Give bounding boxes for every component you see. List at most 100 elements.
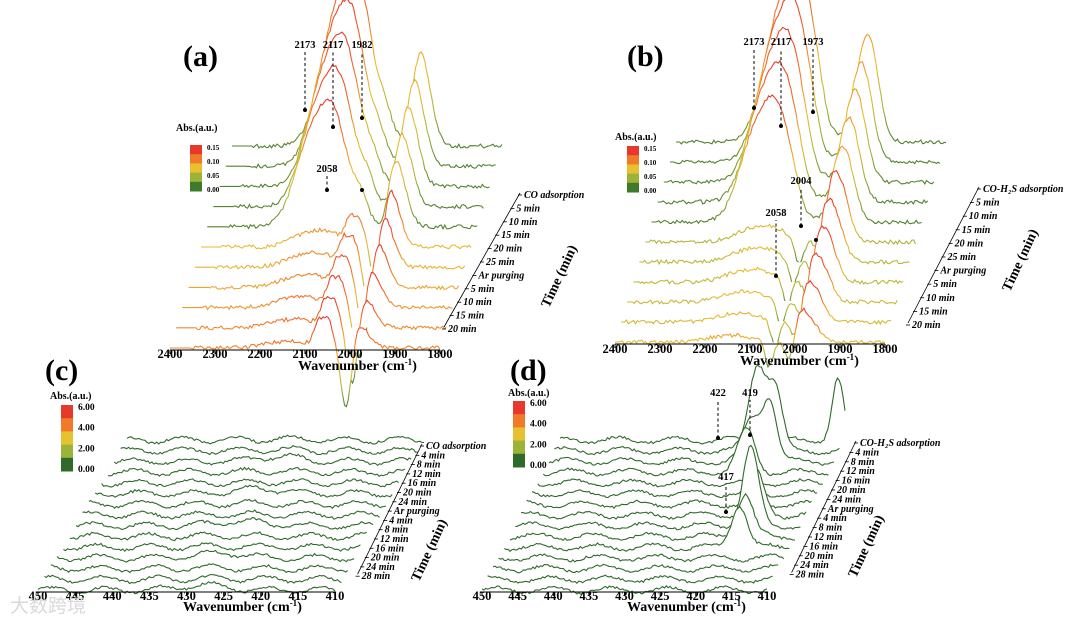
legend-swatch bbox=[61, 457, 73, 472]
time-label: Ar purging bbox=[393, 506, 440, 517]
spectrum-line bbox=[213, 64, 484, 210]
time-label: 15 min bbox=[962, 225, 991, 236]
x-tick-label: 415 bbox=[289, 589, 308, 603]
spectrum-line bbox=[669, 0, 941, 165]
spectrum-line bbox=[639, 197, 910, 287]
x-tick-label: 2300 bbox=[648, 342, 673, 356]
peak-label: 2173 bbox=[744, 37, 765, 48]
x-axis-title-close: ) bbox=[741, 600, 746, 615]
time-label: 28 min bbox=[795, 570, 825, 581]
spectrum-line bbox=[126, 434, 424, 445]
legend-swatch bbox=[627, 155, 639, 165]
time-label: 15 min bbox=[456, 311, 485, 322]
peak-label: 2173 bbox=[295, 40, 316, 51]
spectrum-line bbox=[515, 444, 801, 531]
time-label: 24 min bbox=[365, 562, 395, 573]
time-label: 16 min bbox=[842, 476, 871, 487]
legend-swatch bbox=[513, 414, 525, 428]
time-label: CO-H₂S adsorption bbox=[860, 438, 941, 449]
spectrum-line bbox=[657, 59, 929, 205]
time-axis-line bbox=[791, 440, 857, 573]
time-label: 20 min bbox=[447, 324, 477, 335]
x-tick-label: 2200 bbox=[693, 342, 718, 356]
legend-swatch bbox=[190, 172, 202, 183]
x-axis-title-sup: -1 bbox=[290, 598, 298, 608]
x-tick-label: 415 bbox=[722, 589, 741, 603]
spectrum-fill bbox=[548, 398, 834, 466]
x-tick-label: 450 bbox=[29, 589, 48, 603]
spectrum-line bbox=[627, 252, 898, 328]
time-label: 8 min bbox=[819, 523, 843, 534]
time-label: 25 min bbox=[947, 252, 977, 263]
spectrum-line bbox=[88, 498, 387, 510]
time-label: 4 min bbox=[822, 513, 847, 524]
spectra bbox=[615, 0, 947, 368]
spectrum-line bbox=[69, 531, 368, 542]
spectrum-line bbox=[113, 452, 412, 467]
spectrum-line bbox=[676, 0, 947, 145]
time-label: 4 min bbox=[420, 450, 445, 461]
spectrum-line bbox=[82, 509, 380, 520]
spectrum-line bbox=[176, 295, 447, 385]
spectrum-line bbox=[645, 169, 917, 265]
spectrum-line bbox=[63, 542, 361, 553]
time-label: 5 min bbox=[976, 198, 1000, 209]
spectrum-fill bbox=[663, 27, 934, 184]
spectrum-fill bbox=[88, 499, 386, 509]
legend-swatch bbox=[627, 182, 639, 193]
time-label: 20 min bbox=[954, 238, 984, 249]
spectrum-line bbox=[188, 243, 460, 339]
spectrum-line bbox=[520, 468, 807, 520]
spectrum-line bbox=[542, 427, 829, 477]
spectra bbox=[170, 0, 503, 408]
x-tick-label: 2100 bbox=[293, 347, 318, 361]
time-label: 15 min bbox=[501, 230, 530, 241]
spectrum-line bbox=[559, 377, 846, 445]
legend-tick-label: 0.00 bbox=[207, 186, 220, 194]
x-tick-label: 445 bbox=[66, 589, 85, 603]
legend-swatch bbox=[61, 431, 73, 446]
spectrum-line bbox=[548, 398, 835, 467]
time-label: 20 min bbox=[836, 485, 866, 496]
spectrum-fill bbox=[645, 170, 916, 264]
panel-d: 450 445 440 435 430 425 420 415 410 Wavenumber (c… bbox=[473, 354, 941, 615]
time-label: 16 min bbox=[375, 543, 404, 554]
x-tick-label: 425 bbox=[214, 589, 233, 603]
legend-tick-label: 2.00 bbox=[78, 444, 95, 454]
spectrum-line bbox=[504, 505, 790, 553]
x-tick-label: 2000 bbox=[783, 342, 808, 356]
legend-tick-label: 4.00 bbox=[530, 420, 547, 430]
x-axis-title-close: ) bbox=[854, 354, 859, 369]
spectrum-fill bbox=[213, 65, 484, 209]
time-label: 15 min bbox=[919, 306, 948, 317]
time-label: 25 min bbox=[485, 257, 515, 268]
spectrum-line bbox=[50, 563, 349, 574]
x-tick-label: 2400 bbox=[158, 347, 183, 361]
legend-swatch bbox=[627, 173, 639, 184]
time-label: 20 min bbox=[370, 553, 400, 564]
x-tick-label: 1900 bbox=[383, 347, 408, 361]
spectrum-line bbox=[615, 307, 886, 368]
spectrum-fill bbox=[120, 445, 418, 455]
spectrum-line bbox=[75, 517, 374, 531]
spectrum-fill bbox=[225, 0, 496, 169]
time-label: 12 min bbox=[814, 532, 843, 543]
time-label: 20 min bbox=[911, 320, 941, 331]
time-axis-title: Time (min) bbox=[539, 243, 581, 310]
time-label: 4 min bbox=[854, 447, 879, 458]
x-tick-label: 2200 bbox=[248, 347, 273, 361]
spectrum-line bbox=[492, 563, 779, 574]
x-tick-label: 2300 bbox=[203, 347, 228, 361]
peak-label: 2058 bbox=[317, 164, 338, 175]
legend-tick-label: 6.00 bbox=[530, 399, 547, 409]
x-tick-label: 440 bbox=[544, 589, 563, 603]
panel-label: (d) bbox=[510, 354, 547, 387]
peak-label: 2058 bbox=[766, 208, 787, 219]
time-label: 20 min bbox=[402, 488, 432, 499]
panel-c: 450 445 440 435 430 425 420 415 410 Wavenumber (c… bbox=[29, 354, 487, 615]
x-axis-title: Wavenumber (cm-1) bbox=[627, 598, 746, 615]
panel-b: 2400 2300 2200 2100 2000 1900 1800 Wavenumber (… bbox=[603, 0, 1064, 369]
panel-a: 2400 2300 2200 2100 2000 1900 1800 Wavenumber (… bbox=[158, 0, 585, 408]
x-tick-label: 420 bbox=[686, 589, 705, 603]
spectrum-fill bbox=[219, 32, 490, 189]
